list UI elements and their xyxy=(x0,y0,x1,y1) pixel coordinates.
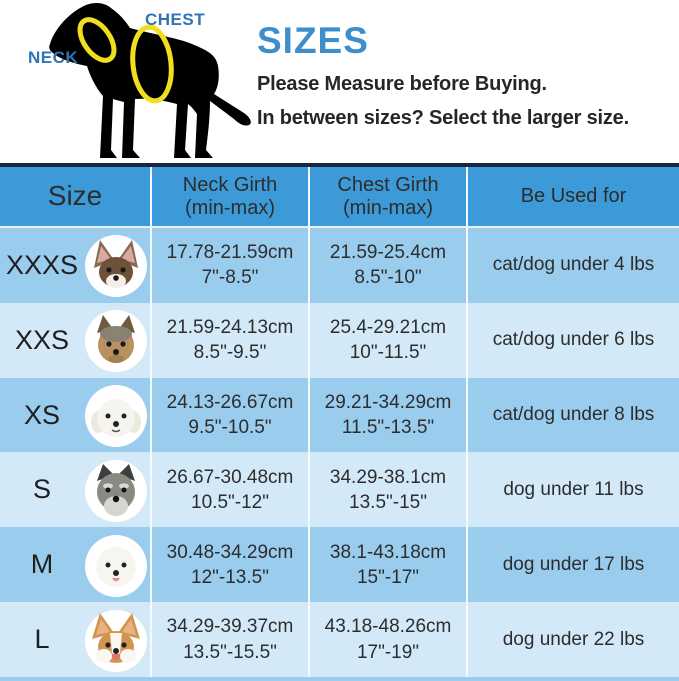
chest-cm: 43.18-48.26cm xyxy=(324,616,452,638)
neck-in: 13.5"-15.5" xyxy=(183,641,277,663)
table-row-s: S 26.67-30.48cm 10.5"-12" 34.29-38.1cm xyxy=(0,452,679,528)
used-for-cell: dog under 11 lbs xyxy=(503,478,644,500)
chest-girth-cell: 38.1-43.18cm 15"-17" xyxy=(310,527,468,603)
table-header-row: Size Neck Girth (min-max) Chest Girth (m… xyxy=(0,167,679,228)
size-cell: M xyxy=(0,527,152,603)
chest-cm: 38.1-43.18cm xyxy=(329,541,447,563)
used-for-cell: dog under 22 lbs xyxy=(502,628,645,650)
chest-cm: 21.59-25.4cm xyxy=(329,242,447,264)
neck-girth-cell: 34.29-39.37cm 13.5"-15.5" xyxy=(152,602,310,677)
column-header-chest-girth: Chest Girth (min-max) xyxy=(310,167,468,226)
table-row-xxxs: XXXS 17.78-21.59cm 7"-8.5" 21.59-25.4cm xyxy=(0,228,679,303)
size-cell: L xyxy=(0,602,152,677)
neck-girth-cell: 17.78-21.59cm 7"-8.5" xyxy=(152,228,310,303)
size-cell: XS xyxy=(0,377,152,453)
chest-girth-cell: 43.18-48.26cm 17"-19" xyxy=(310,602,468,677)
column-header-size: Size xyxy=(0,167,152,226)
chest-girth-cell: 29.21-34.29cm 11.5"-13.5" xyxy=(310,377,468,453)
chest-in: 15"-17" xyxy=(356,566,420,588)
neck-cm: 24.13-26.67cm xyxy=(166,391,294,413)
schnauzer-photo xyxy=(84,459,148,523)
neck-cm: 17.78-21.59cm xyxy=(166,242,294,264)
page-title: SIZES xyxy=(257,20,369,61)
chest-in: 13.5"-15" xyxy=(349,491,427,513)
chest-in: 10"-11.5" xyxy=(349,342,427,364)
size-table: Size Neck Girth (min-max) Chest Girth (m… xyxy=(0,163,679,681)
chest-cm: 25.4-29.21cm xyxy=(329,317,447,339)
chest-in: 17"-19" xyxy=(356,641,420,663)
neck-cm: 34.29-39.37cm xyxy=(166,616,294,638)
chest-cm: 34.29-38.1cm xyxy=(329,466,447,488)
neck-girth-header-line2: (min-max) xyxy=(185,196,275,219)
neck-girth-cell: 21.59-24.13cm 8.5"-9.5" xyxy=(152,302,310,378)
neck-cm: 30.48-34.29cm xyxy=(166,541,294,563)
intro-line-2: In between sizes? Select the larger size… xyxy=(257,107,629,129)
corgi-photo xyxy=(84,609,148,673)
size-label: M xyxy=(30,549,54,580)
neck-in: 9.5"-10.5" xyxy=(188,417,272,439)
used-for-cell: dog under 17 lbs xyxy=(502,553,645,575)
chest-measurement-ring xyxy=(130,24,174,104)
neck-in: 10.5"-12" xyxy=(191,491,269,513)
intro-text-block: SIZES Please Measure before Buying. In b… xyxy=(257,20,667,130)
chest-in: 11.5"-13.5" xyxy=(341,417,435,439)
size-cell: XXS xyxy=(0,302,152,378)
chest-in: 8.5"-10" xyxy=(354,267,422,289)
column-header-neck-girth: Neck Girth (min-max) xyxy=(152,167,310,226)
intro-line-1: Please Measure before Buying. xyxy=(257,73,547,95)
chest-girth-cell: 21.59-25.4cm 8.5"-10" xyxy=(310,228,468,303)
size-label: S xyxy=(32,474,51,505)
neck-in: 8.5"-9.5" xyxy=(193,342,267,364)
chihuahua-photo xyxy=(84,234,148,298)
chest-girth-cell: 34.29-38.1cm 13.5"-15" xyxy=(310,452,468,528)
used-for-cell: cat/dog under 6 lbs xyxy=(492,329,655,351)
size-cell: XXXS xyxy=(0,228,152,303)
neck-label: NECK xyxy=(28,48,79,67)
column-header-be-used-for: Be Used for xyxy=(520,185,627,207)
neck-girth-cell: 30.48-34.29cm 12"-13.5" xyxy=(152,527,310,603)
chest-girth-cell: 25.4-29.21cm 10"-11.5" xyxy=(310,302,468,378)
neck-in: 12"-13.5" xyxy=(191,566,269,588)
neck-girth-cell: 24.13-26.67cm 9.5"-10.5" xyxy=(152,377,310,453)
measurement-diagram-section: NECK CHEST SIZES Please Measure before B… xyxy=(0,0,679,163)
table-row-l: L 34.29-39.37cm 13.5"-15.5" xyxy=(0,602,679,677)
used-for-cell: cat/dog under 4 lbs xyxy=(492,254,655,276)
chest-label: CHEST xyxy=(145,10,206,29)
bichon-photo xyxy=(84,384,148,448)
table-row-m: M 30.48-34.29cm 12"-13.5" 38.1-43.18cm 1… xyxy=(0,527,679,603)
size-cell: S xyxy=(0,452,152,528)
size-label: L xyxy=(34,624,50,655)
bichon-frise-photo xyxy=(84,534,148,598)
neck-measurement-ring xyxy=(77,17,117,63)
neck-cm: 21.59-24.13cm xyxy=(166,317,294,339)
neck-cm: 26.67-30.48cm xyxy=(166,466,294,488)
neck-in: 7"-8.5" xyxy=(201,267,259,289)
chest-girth-header-line2: (min-max) xyxy=(343,196,433,219)
neck-girth-cell: 26.67-30.48cm 10.5"-12" xyxy=(152,452,310,528)
size-label: XS xyxy=(23,399,61,430)
next-row-edge xyxy=(0,676,679,681)
chest-cm: 29.21-34.29cm xyxy=(324,391,452,413)
used-for-cell: cat/dog under 8 lbs xyxy=(492,404,655,426)
table-row-xs: XS 24.13-26.67cm 9.5"-10.5" 29.21-34.29c… xyxy=(0,377,679,453)
dog-silhouette-icon xyxy=(49,3,251,158)
size-label: XXXS xyxy=(5,249,79,280)
chest-girth-header-line1: Chest Girth xyxy=(337,173,439,196)
yorkshire-terrier-photo xyxy=(84,309,148,373)
neck-girth-header-line1: Neck Girth xyxy=(182,173,278,196)
table-row-xxs: XXS 21.59-24.13cm 8.5"-9.5" 25.4-29.21cm xyxy=(0,302,679,378)
size-label: XXS xyxy=(14,324,70,355)
